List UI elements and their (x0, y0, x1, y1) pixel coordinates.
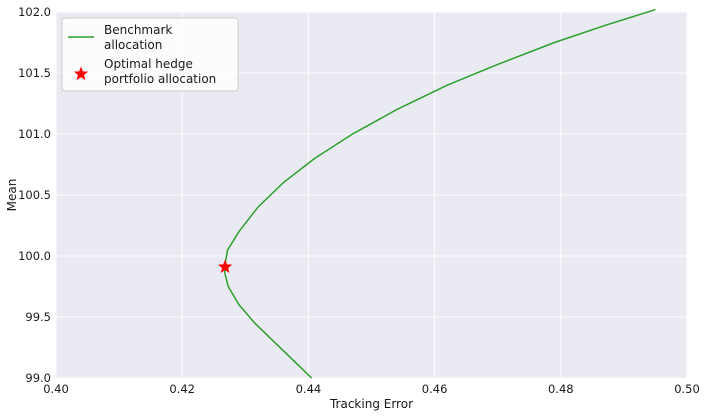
y-axis-label: Mean (5, 179, 19, 212)
legend-label-optimal-line2: portfolio allocation (104, 72, 216, 86)
x-tick-label: 0.40 (43, 382, 69, 396)
x-axis-label: Tracking Error (329, 397, 413, 411)
x-tick-label: 0.48 (548, 382, 574, 396)
grid-lines (55, 11, 688, 379)
series-layer (217, 8, 656, 379)
y-tick-label: 101.0 (18, 127, 51, 141)
x-tick-label: 0.46 (422, 382, 448, 396)
y-tick-label: 100.5 (18, 188, 51, 202)
x-tick-label: 0.44 (296, 382, 322, 396)
legend: Benchmark allocation Optimal hedge portf… (61, 17, 239, 92)
legend-label-benchmark-line2: allocation (104, 38, 162, 52)
y-tick-label: 101.5 (18, 66, 51, 80)
x-tick-label: 0.50 (674, 382, 700, 396)
y-tick-label: 102.0 (18, 5, 51, 19)
y-tick-label: 99.5 (25, 310, 51, 324)
y-tick-labels: 99.0 99.5 100.0 100.5 101.0 101.5 102.0 (18, 5, 51, 385)
legend-box (61, 17, 239, 92)
legend-star-marker (73, 66, 89, 81)
x-tick-label: 0.42 (169, 382, 195, 396)
legend-label-benchmark-line1: Benchmark (104, 23, 172, 37)
benchmark-allocation-line (223, 8, 656, 379)
x-tick-labels: 0.40 0.42 0.44 0.46 0.48 0.50 (43, 382, 700, 396)
optimal-hedge-star-marker (217, 259, 233, 274)
legend-label-optimal-line1: Optimal hedge (104, 57, 193, 71)
y-tick-label: 100.0 (18, 249, 51, 263)
y-tick-label: 99.0 (25, 371, 51, 385)
